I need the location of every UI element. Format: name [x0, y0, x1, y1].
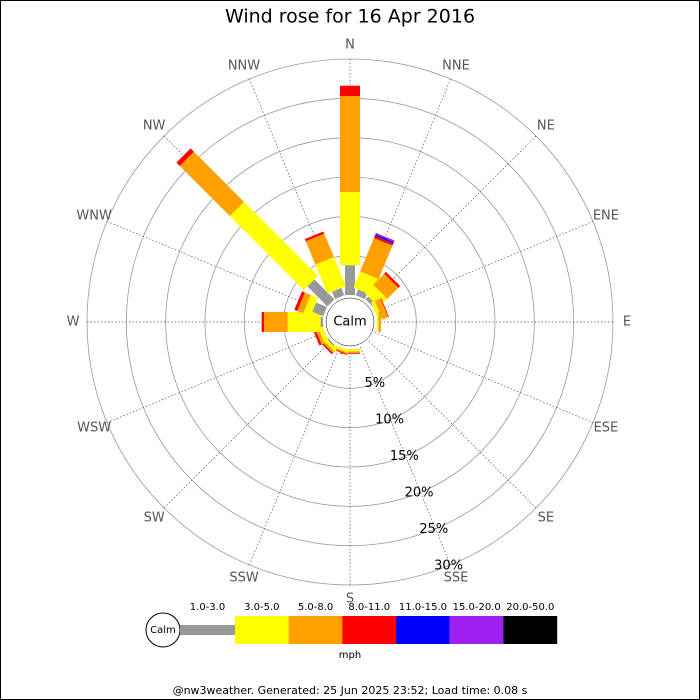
ring-label: 5%: [365, 376, 386, 391]
spoke: [360, 346, 451, 566]
direction-label: N: [345, 38, 355, 53]
wind-bar: [340, 85, 360, 96]
wind-bar: [345, 265, 355, 295]
spoke: [368, 135, 537, 304]
direction-label: NNW: [228, 59, 260, 74]
spoke: [249, 346, 340, 566]
wind-bar: [384, 271, 401, 288]
legend-label: 3.0-5.0: [244, 602, 279, 613]
legend-swatch: [396, 616, 450, 644]
direction-label: SSW: [229, 570, 259, 585]
chart-title: Wind rose for 16 Apr 2016: [225, 6, 475, 28]
legend-swatch: [342, 616, 397, 644]
direction-label: NE: [537, 119, 555, 134]
calm-circle: [325, 297, 375, 347]
wind-bar: [179, 151, 244, 216]
ring-label: 15%: [390, 449, 419, 464]
spoke: [163, 340, 332, 509]
wind-bar: [326, 337, 335, 346]
legend-label: 11.0-15.0: [399, 602, 447, 613]
wind-bar: [287, 312, 321, 332]
wind-bar: [303, 294, 318, 317]
wind-bar: [297, 292, 311, 314]
direction-label: W: [67, 315, 80, 330]
wind-bar: [229, 201, 318, 290]
wind-bar: [176, 148, 194, 166]
wind-bar: [378, 312, 381, 332]
wind-bar: [315, 256, 346, 294]
wind-bar: [312, 302, 327, 317]
direction-label: ESE: [594, 421, 619, 436]
ring-label: 25%: [419, 522, 448, 537]
direction-label: ENE: [593, 208, 619, 223]
wind-bar: [304, 231, 325, 242]
direction-label: NNE: [442, 59, 470, 74]
wind-bar: [340, 95, 360, 192]
wind-bar: [360, 237, 393, 280]
legend-label: 15.0-20.0: [453, 602, 501, 613]
calm-label: Calm: [333, 315, 366, 330]
legend-swatch: [288, 616, 343, 644]
spoke: [374, 332, 594, 423]
direction-label: SW: [144, 510, 165, 525]
spoke: [368, 340, 537, 509]
wind-bar: [294, 291, 305, 311]
wind-bar: [380, 298, 389, 317]
wind-bar: [307, 279, 335, 307]
wind-bar: [264, 312, 288, 332]
wind-bar: [373, 235, 394, 246]
legend-swatch: [503, 616, 558, 644]
direction-label: SE: [538, 510, 554, 525]
legend-label: 20.0-50.0: [506, 602, 554, 613]
ring-label: 30%: [434, 558, 463, 573]
direction-label: WSW: [77, 421, 111, 436]
spoke: [374, 221, 594, 312]
legend-label: 1.0-3.0: [190, 602, 225, 613]
wind-bar: [373, 273, 399, 299]
unit-label: mph: [339, 650, 361, 661]
footer: @nw3weather. Generated: 25 Jun 2025 23:5…: [173, 684, 528, 697]
wind-bar: [374, 234, 394, 244]
wind-bar: [355, 289, 368, 299]
wind-bar: [329, 343, 349, 353]
legend-swatch: [449, 616, 504, 644]
ring-label: 20%: [405, 485, 434, 500]
direction-label: S: [346, 592, 354, 607]
wind-bar: [340, 191, 360, 266]
wind-bar: [377, 312, 379, 332]
legend-swatch: [180, 625, 235, 635]
legend-swatch: [235, 616, 289, 644]
direction-label: SSE: [444, 570, 469, 585]
legend-calm-label: Calm: [150, 625, 176, 636]
ring-label: 10%: [375, 412, 404, 427]
wind-bar: [375, 232, 395, 243]
wind-bar: [374, 298, 389, 320]
spoke: [106, 221, 326, 312]
wind-bar: [320, 317, 323, 327]
wind-bar: [261, 312, 264, 332]
wind-bar: [332, 287, 345, 299]
direction-label: E: [623, 315, 631, 330]
direction-label: WNW: [76, 208, 112, 223]
spoke: [106, 332, 326, 423]
direction-label: NW: [143, 119, 166, 134]
legend-label: 8.0-11.0: [348, 602, 390, 613]
legend-label: 5.0-8.0: [298, 602, 333, 613]
wind-bar: [305, 233, 334, 265]
